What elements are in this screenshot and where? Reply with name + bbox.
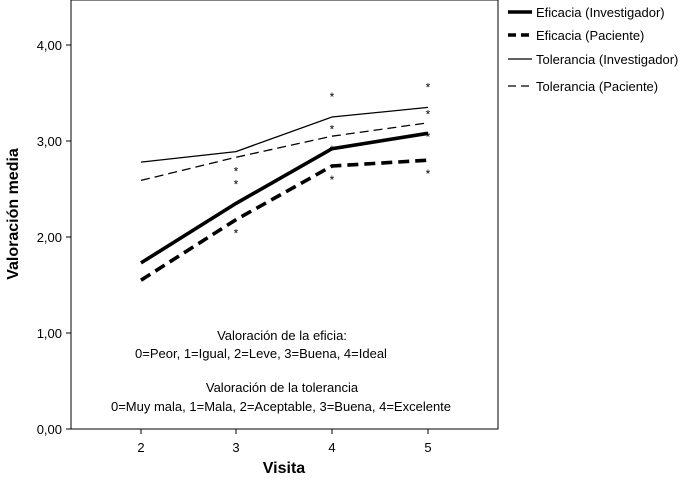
legend-label: Tolerancia (Investigador) xyxy=(536,52,678,67)
y-axis-label: Valoración media xyxy=(5,148,22,280)
annotation-efficacy-scale: 0=Peor, 1=Igual, 2=Leve, 3=Buena, 4=Idea… xyxy=(135,346,387,361)
legend-label: Tolerancia (Paciente) xyxy=(536,79,658,94)
x-tick-label: 3 xyxy=(232,440,239,455)
legend: Eficacia (Investigador) Eficacia (Pacient… xyxy=(508,5,678,94)
series-line xyxy=(140,122,429,182)
y-axis: 0,00 1,00 2,00 3,00 4,00 xyxy=(37,38,71,437)
significance-marker: * xyxy=(426,80,431,94)
annotation-efficacy-title: Valoración de la eficia: xyxy=(217,328,347,343)
significance-markers: ***** ****** xyxy=(234,80,431,240)
significance-marker: * xyxy=(330,123,335,137)
y-tick-label: 3,00 xyxy=(37,134,62,149)
series-line xyxy=(140,158,429,282)
x-axis-label: Visita xyxy=(263,460,306,477)
x-tick-label: 2 xyxy=(137,440,144,455)
annotation-tolerance-scale: 0=Muy mala, 1=Mala, 2=Aceptable, 3=Buena… xyxy=(111,399,451,414)
significance-marker: * xyxy=(426,130,431,144)
series-lines xyxy=(140,106,429,282)
significance-marker: * xyxy=(330,173,335,187)
y-tick-label: 2,00 xyxy=(37,230,62,245)
y-tick-label: 1,00 xyxy=(37,326,62,341)
significance-marker: * xyxy=(426,167,431,181)
x-axis: 2 3 4 5 xyxy=(137,429,432,455)
legend-label: Eficacia (Paciente) xyxy=(536,28,644,43)
legend-label: Eficacia (Investigador) xyxy=(536,5,665,20)
significance-marker: * xyxy=(234,177,239,191)
annotation-tolerance-title: Valoración de la tolerancia xyxy=(206,380,359,395)
significance-marker: * xyxy=(330,143,335,157)
significance-marker: * xyxy=(330,90,335,104)
x-tick-label: 4 xyxy=(328,440,335,455)
significance-marker: * xyxy=(234,227,239,241)
series-line xyxy=(140,106,429,163)
y-tick-label: 0,00 xyxy=(37,422,62,437)
significance-marker: * xyxy=(234,164,239,178)
x-tick-label: 5 xyxy=(424,440,431,455)
plot-frame xyxy=(70,0,499,430)
significance-marker: * xyxy=(426,107,431,121)
series-line xyxy=(140,131,429,265)
y-tick-label: 4,00 xyxy=(37,38,62,53)
